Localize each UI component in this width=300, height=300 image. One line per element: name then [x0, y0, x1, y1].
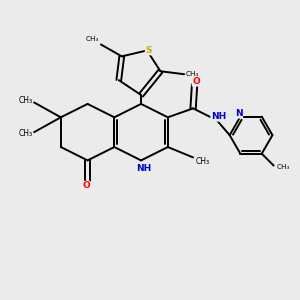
Text: O: O	[192, 77, 200, 86]
Text: CH₃: CH₃	[196, 158, 210, 166]
Text: N: N	[235, 109, 243, 118]
Text: CH₃: CH₃	[19, 129, 33, 138]
Text: CH₃: CH₃	[277, 164, 290, 170]
Text: S: S	[145, 46, 152, 55]
Text: NH: NH	[136, 164, 152, 173]
Text: O: O	[82, 181, 90, 190]
Text: CH₃: CH₃	[19, 97, 33, 106]
Text: NH: NH	[211, 112, 226, 121]
Text: CH₃: CH₃	[186, 71, 199, 77]
Text: CH₃: CH₃	[86, 35, 100, 41]
